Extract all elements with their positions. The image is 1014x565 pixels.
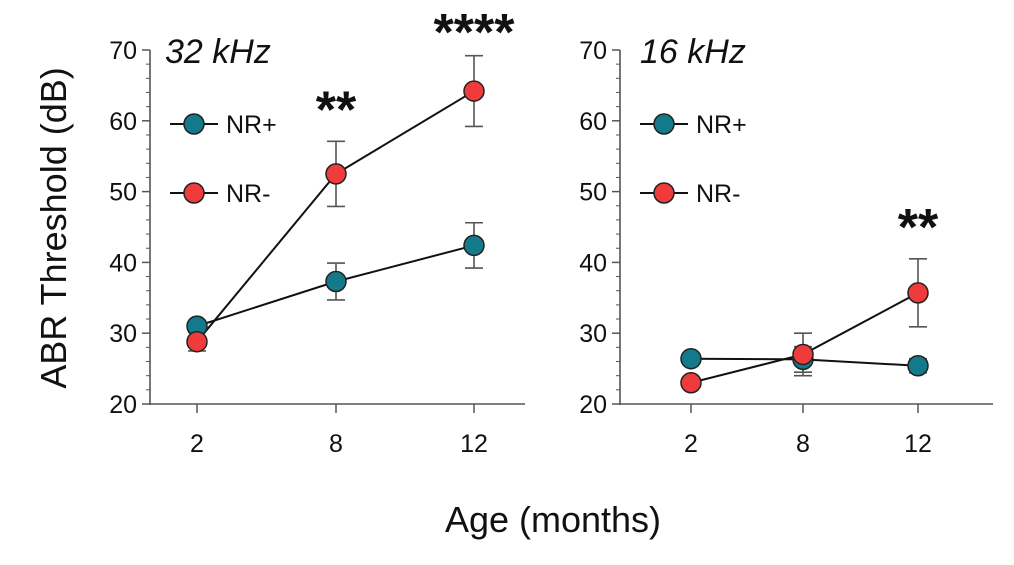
y-axis-label: ABR Threshold (dB) bbox=[33, 67, 74, 388]
x-tick-label: 12 bbox=[460, 430, 488, 458]
data-point bbox=[907, 355, 929, 377]
significance-marker: **** bbox=[434, 4, 516, 62]
x-tick-label: 8 bbox=[329, 430, 343, 458]
panel-title: 32 kHz bbox=[165, 33, 271, 71]
x-tick-label: 8 bbox=[796, 430, 810, 458]
data-point bbox=[680, 372, 702, 394]
data-point bbox=[680, 347, 702, 370]
y-tick-label: 70 bbox=[579, 37, 607, 65]
y-tick-label: 30 bbox=[579, 320, 607, 348]
y-tick-label: 20 bbox=[109, 391, 137, 419]
legend-marker bbox=[653, 182, 675, 204]
significance-marker: ** bbox=[898, 199, 939, 257]
y-tick-label: 20 bbox=[579, 391, 607, 419]
legend-label: NR+ bbox=[226, 111, 277, 139]
legend-marker bbox=[653, 113, 675, 135]
legend-marker bbox=[183, 182, 205, 204]
legend-label: NR- bbox=[226, 180, 270, 208]
data-point bbox=[463, 80, 485, 102]
data-point bbox=[325, 270, 347, 293]
legend-label: NR- bbox=[696, 180, 740, 208]
data-point bbox=[186, 330, 208, 353]
panel-16khz: 20 30 40 50 60 70 2 8 12 16 kHz ** NR+ NR- bbox=[579, 33, 993, 458]
y-tick-label: 50 bbox=[109, 179, 137, 207]
panel-title: 16 kHz bbox=[640, 33, 746, 71]
x-tick-label: 2 bbox=[190, 430, 204, 458]
y-tick-label: 60 bbox=[579, 108, 607, 136]
data-point bbox=[907, 282, 929, 304]
y-tick-label: 50 bbox=[579, 179, 607, 207]
data-point bbox=[463, 234, 485, 257]
legend-marker bbox=[183, 113, 205, 135]
y-tick-label: 40 bbox=[579, 249, 607, 277]
y-tick-label: 30 bbox=[109, 320, 137, 348]
x-axis-label: Age (months) bbox=[445, 499, 661, 540]
significance-marker: ** bbox=[316, 81, 357, 139]
x-tick-label: 2 bbox=[684, 430, 698, 458]
legend-label: NR+ bbox=[696, 111, 747, 139]
y-tick-label: 40 bbox=[109, 249, 137, 277]
data-point bbox=[792, 343, 814, 366]
y-tick-label: 60 bbox=[109, 108, 137, 136]
x-tick-label: 12 bbox=[904, 430, 932, 458]
data-point bbox=[325, 163, 347, 185]
y-tick-label: 70 bbox=[109, 37, 137, 65]
